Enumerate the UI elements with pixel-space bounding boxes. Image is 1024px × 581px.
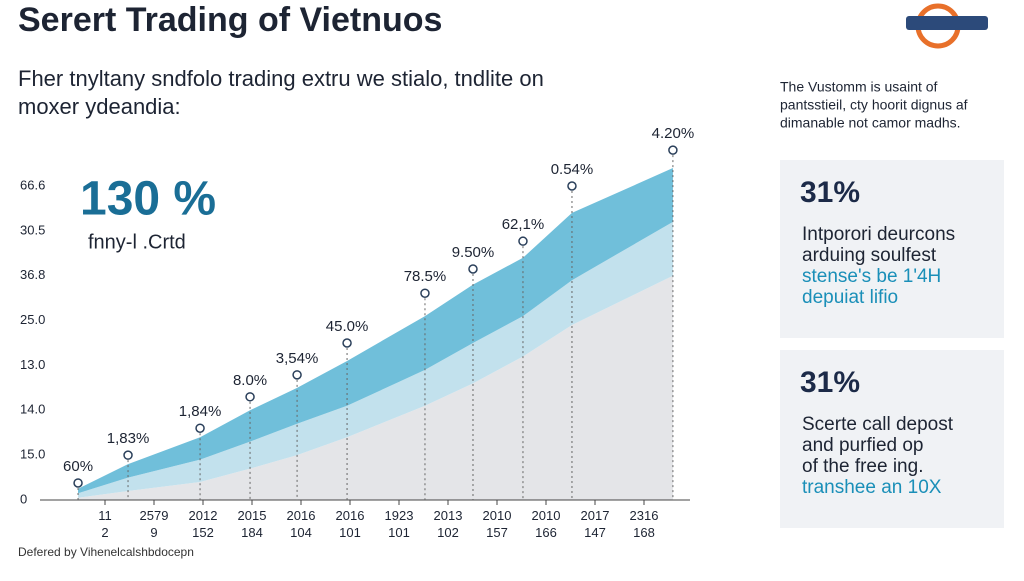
logo (906, 3, 988, 49)
sidebar: The Vustomm is usaint of pantsstieil, cty… (780, 79, 1004, 528)
x-tick-label: 11 (98, 508, 112, 523)
y-tick-label: 15.0 (20, 447, 45, 462)
point-label: 1,84% (179, 403, 222, 420)
x-tick-label: 104 (290, 525, 312, 540)
card (780, 350, 1004, 528)
x-tick-label: 2016 (336, 508, 365, 523)
card-stat: 31% (800, 366, 860, 399)
point-marker (123, 450, 133, 460)
x-tick-label: 152 (192, 525, 214, 540)
x-tick-label: 157 (486, 525, 508, 540)
card-stat: 31% (800, 176, 860, 209)
sidebar-intro: The Vustomm is usaint of (780, 79, 938, 95)
point-label: 45.0% (326, 318, 369, 335)
x-tick-label: 2010 (532, 508, 561, 523)
highlight-value: 130 % (80, 173, 216, 226)
y-tick-label: 66.6 (20, 177, 45, 192)
x-tick-label: 102 (437, 525, 459, 540)
x-tick-label: 9 (150, 525, 157, 540)
point-label: 4.20% (652, 125, 695, 142)
point-label: 8.0% (233, 372, 267, 389)
x-tick-label: 166 (535, 525, 557, 540)
x-tick-label: 2012 (189, 508, 218, 523)
y-tick-label: 36.8 (20, 267, 45, 282)
x-tick-label: 2015 (238, 508, 267, 523)
x-tick-label: 101 (339, 525, 361, 540)
point-label: 62,1% (502, 216, 545, 233)
card (780, 160, 1004, 338)
y-tick-label: 25.0 (20, 312, 45, 327)
x-tick-label: 1923 (385, 508, 414, 523)
x-tick-label: 2579 (140, 508, 169, 523)
x-tick-label: 101 (388, 525, 410, 540)
point-marker (292, 370, 302, 380)
y-tick-label: 30.5 (20, 222, 45, 237)
plot: 0 15.0 14.0 13.0 25.0 36.8 30.5 66.6 11 2 2579 9 201… (20, 125, 694, 540)
point-label: 60% (63, 458, 93, 475)
x-tick-label: 168 (633, 525, 655, 540)
point-marker (342, 338, 352, 348)
card-text: Intporori deurcons (802, 224, 955, 245)
point-marker (468, 264, 478, 274)
x-tick-label: 184 (241, 525, 263, 540)
x-tick-label: 2013 (434, 508, 463, 523)
y-tick-label: 14.0 (20, 402, 45, 417)
x-tick-label: 2316 (630, 508, 659, 523)
point-label: 0.54% (551, 161, 594, 178)
x-tick-label: 2 (101, 525, 108, 540)
sidebar-intro: dimanable not camor madhs. (780, 115, 961, 131)
title: Serert Trading of Vietnuos (18, 1, 442, 39)
card-text: stense's be 1'4H (802, 266, 941, 287)
sidebar-intro: pantsstieil, cty hoorit dignus af (780, 97, 968, 113)
logo-bar (906, 16, 988, 30)
highlight-caption: fnny-l .Crtd (88, 231, 186, 253)
point-marker (518, 236, 528, 246)
x-tick-label: 2017 (581, 508, 610, 523)
point-marker (195, 423, 205, 433)
point-label: 3,54% (276, 350, 319, 367)
x-tick-label: 2016 (287, 508, 316, 523)
area-band (78, 168, 673, 494)
card-text: and purfied op (802, 435, 924, 456)
subtitle: Fher tnyltany sndfolo trading extru we s… (18, 66, 544, 91)
card-text: arduing soulfest (802, 245, 937, 266)
card-text: Scerte call depost (802, 414, 954, 435)
point-label: 78.5% (404, 268, 447, 285)
card-text: of the free ing. (802, 456, 923, 477)
footer: Defered by Vihenelcalshbdocepn (18, 545, 194, 559)
x-tick-label: 2010 (483, 508, 512, 523)
point-marker (245, 392, 255, 402)
point-marker (567, 181, 577, 191)
point-marker (73, 478, 83, 488)
x-tick-label: 147 (584, 525, 606, 540)
y-tick-label: 13.0 (20, 357, 45, 372)
subtitle: moxer ydeandia: (18, 94, 181, 119)
area-band (78, 275, 673, 500)
point-label: 9.50% (452, 244, 495, 261)
point-marker (668, 145, 678, 155)
y-tick-label: 0 (20, 491, 27, 506)
card-text: depuiat lifio (802, 287, 898, 308)
point-marker (420, 288, 430, 298)
card-text: transhee an 10X (802, 477, 942, 498)
point-label: 1,83% (107, 430, 150, 447)
